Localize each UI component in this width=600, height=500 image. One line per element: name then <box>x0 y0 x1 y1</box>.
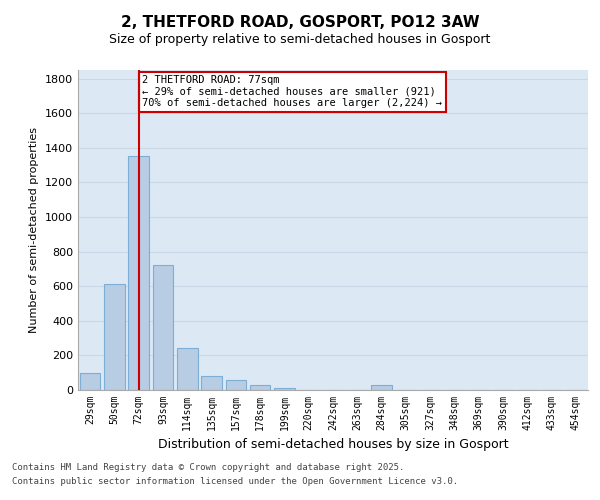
Bar <box>250 385 271 390</box>
Bar <box>80 372 100 390</box>
X-axis label: Distribution of semi-detached houses by size in Gosport: Distribution of semi-detached houses by … <box>158 438 508 452</box>
Bar <box>177 348 197 390</box>
Bar <box>201 376 222 390</box>
Bar <box>274 388 295 390</box>
Text: Size of property relative to semi-detached houses in Gosport: Size of property relative to semi-detach… <box>109 32 491 46</box>
Text: Contains public sector information licensed under the Open Government Licence v3: Contains public sector information licen… <box>12 477 458 486</box>
Text: 2, THETFORD ROAD, GOSPORT, PO12 3AW: 2, THETFORD ROAD, GOSPORT, PO12 3AW <box>121 15 479 30</box>
Bar <box>371 385 392 390</box>
Bar <box>128 156 149 390</box>
Bar <box>104 284 125 390</box>
Y-axis label: Number of semi-detached properties: Number of semi-detached properties <box>29 127 40 333</box>
Text: 2 THETFORD ROAD: 77sqm
← 29% of semi-detached houses are smaller (921)
70% of se: 2 THETFORD ROAD: 77sqm ← 29% of semi-det… <box>142 75 442 108</box>
Text: Contains HM Land Registry data © Crown copyright and database right 2025.: Contains HM Land Registry data © Crown c… <box>12 464 404 472</box>
Bar <box>226 380 246 390</box>
Bar <box>152 266 173 390</box>
